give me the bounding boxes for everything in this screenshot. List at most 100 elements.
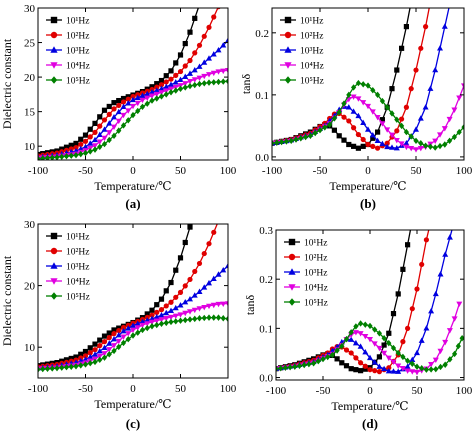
panel-d-series-4-point [428, 362, 435, 368]
panel-d-series-4-point [371, 341, 378, 347]
panel-c-y-tick-label: 20 [24, 281, 36, 293]
panel-b-series-1-point [346, 141, 352, 148]
panel-d-series-3 [276, 230, 453, 374]
panel-a-series-2-point [158, 82, 165, 88]
panel-a-series-1-point [177, 52, 184, 58]
panel-b-x-axis-label: Temperature/℃ [329, 179, 406, 193]
panel-a-series-2-point [177, 68, 184, 75]
panel-c-series-5-point [163, 319, 169, 327]
panel-c-series-4-point [149, 319, 155, 326]
panel-c-series-5-point [38, 366, 41, 373]
panel-b-series-3-point [403, 140, 410, 146]
panel-d-x-tick-label: 100 [456, 385, 473, 397]
panel-b-series-1-point [399, 45, 405, 51]
panel-a-series-5-point [144, 100, 150, 107]
panel-d-series-3-point [418, 337, 425, 343]
panel-b-y-tick-label: 0.0 [255, 152, 269, 164]
panel-d-series-4-point [381, 350, 388, 357]
panel-b-legend-label-1: 10¹Hz [300, 17, 323, 27]
panel-c-legend-marker-4 [50, 278, 58, 285]
panel-c-series-5-point [215, 314, 222, 321]
panel-d-y-tick-label: 0.2 [259, 274, 273, 286]
panel-a-x-tick-label: 50 [175, 165, 187, 177]
panel-b-series-3-point [350, 108, 357, 114]
panel-c-series-2-point [187, 276, 193, 283]
panel-c-series-1-point [82, 348, 89, 355]
panel-c-series-1-point [97, 337, 103, 343]
panel-a-series-5-point [78, 150, 84, 158]
panel-c-legend-label-3: 10³Hz [66, 263, 89, 273]
panel-b-series-5-point [365, 82, 371, 89]
panel-c-series-5-point [144, 324, 150, 332]
panel-b-series-1-line [272, 8, 411, 149]
panel-b-legend-marker-1 [284, 16, 292, 24]
panel-a-legend-marker-5 [50, 76, 58, 84]
panel-c-series-4-point [206, 303, 212, 310]
panel-c-series-5-point [196, 315, 203, 322]
panel-c-series-3-point [96, 348, 103, 354]
panel-d-series-5-point [372, 326, 378, 333]
panel-b-series-3-point [413, 126, 419, 132]
panel-a-series-1-point [149, 84, 155, 90]
panel-b-series-5-point [375, 91, 381, 99]
panel-c-series-5-point [220, 315, 226, 322]
panel-d-legend-marker-1 [288, 238, 296, 246]
panel-b-series-1-point [379, 117, 385, 123]
panel-b-series-5-point [432, 144, 438, 151]
panel-d-series-3-point [371, 359, 378, 365]
panel-b-series-3-point [369, 131, 376, 138]
panel-a-series-1-point [197, 2, 202, 7]
panel-b-series-4-point [432, 138, 439, 144]
panel-c-series-1-point [192, 209, 197, 214]
panel-c-series-5-point [44, 365, 51, 372]
panel-a-series-3-point [82, 143, 89, 150]
panel-d-series-3-point [404, 363, 411, 369]
panel-a-series-2-point [163, 79, 169, 85]
panel-a-series-4-point [120, 112, 127, 119]
panel-b-series-4-point [374, 114, 381, 121]
panel-c-series-2-point [111, 331, 117, 337]
panel-c-series-2-point [87, 350, 93, 356]
panel-c-series-2-point [158, 307, 165, 313]
panel-c-series-4-point [106, 347, 113, 353]
panel-b-series-3-point [441, 23, 448, 29]
panel-c-x-tick-label: -100 [28, 383, 49, 395]
panel-c-series-5 [38, 314, 228, 373]
panel-b-series-4-point [446, 116, 453, 123]
panel-c-series-5-point [78, 362, 84, 369]
panel-a-series-4-point [210, 70, 217, 77]
panel-c-series-3-point [111, 335, 117, 342]
panel-a-series-4-point [206, 72, 212, 78]
panel-c-series-3-point [210, 275, 217, 282]
panel-c-x-axis-label: Temperature/℃ [94, 397, 171, 411]
panel-b-series-1-point [351, 143, 357, 149]
panel-b-series-2-point [360, 136, 366, 143]
panel-b-series-5-point [283, 138, 289, 145]
panel-c-legend-marker-3 [50, 262, 58, 269]
panel-a-series-1-point [68, 142, 74, 148]
panel-c-series-3-point [187, 295, 193, 302]
panel-b-series-4-point [461, 83, 464, 89]
panel-d-series-3-point [376, 363, 383, 369]
panel-d-legend-label-1: 10¹Hz [304, 239, 327, 249]
panel-d-series-1-point [376, 354, 382, 360]
panel-d-series-5-point [276, 365, 279, 372]
panel-a-series-3-point [158, 85, 165, 92]
panel-c-legend-marker-2 [50, 247, 58, 255]
panel-a-series-2-point [101, 117, 108, 123]
panel-d-series-4-point [352, 330, 359, 336]
panel-b-series-5-point [355, 79, 361, 87]
panel-c-series-5-point [187, 316, 193, 323]
panel-b-series-5-point [317, 127, 323, 134]
panel-a-series-5-point [158, 93, 165, 100]
panel-c-series-3-point [153, 313, 160, 320]
panel-b-series-3-point [393, 145, 400, 151]
panel-b-series-2-point [394, 128, 400, 134]
panel-b-series-4-point [393, 137, 400, 144]
panel-c-series-4-point [125, 331, 132, 337]
panel-b-series-5-point [389, 110, 395, 117]
panel-a-series-5-point [187, 82, 193, 90]
panel-a-series-2-point [120, 99, 127, 105]
panel-a-series-4-point [149, 93, 155, 99]
panel-d-series-2-point [414, 286, 420, 292]
